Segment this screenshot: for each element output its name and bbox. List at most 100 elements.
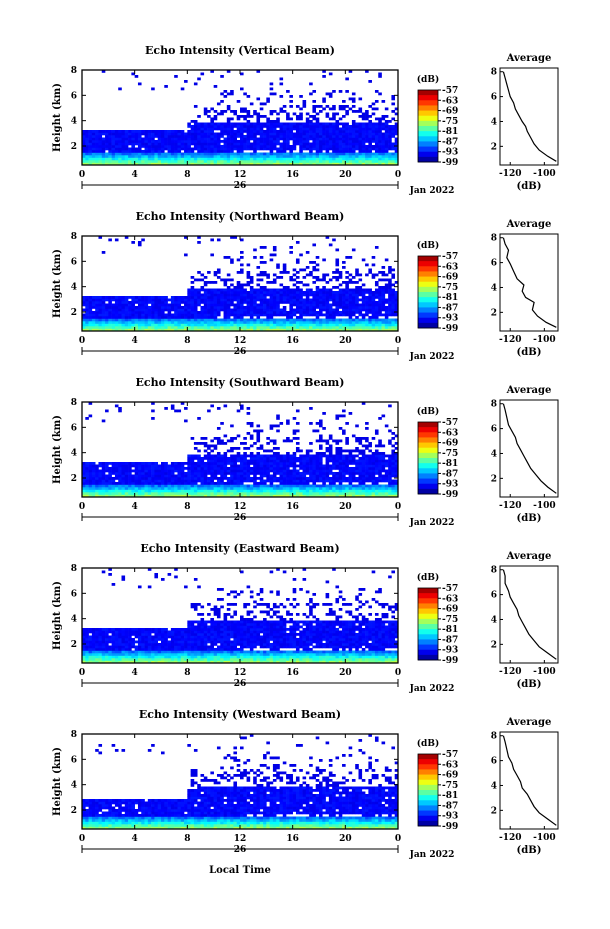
heatmap-cell: [279, 479, 284, 483]
heatmap-cell: [170, 130, 175, 133]
heatmap-cell: [286, 157, 290, 161]
heatmap-cell: [200, 142, 205, 146]
heatmap-cell: [164, 487, 168, 490]
heatmap-cell: [286, 160, 290, 163]
heatmap-cell: [365, 115, 369, 118]
heatmap-cell: [309, 459, 313, 463]
heatmap-cell: [216, 489, 221, 493]
heatmap-cell: [223, 472, 228, 475]
heatmap-cell: [184, 321, 188, 324]
heatmap-cell: [240, 157, 244, 161]
heatmap-cell: [355, 122, 359, 126]
heatmap-cell: [358, 162, 363, 166]
heatmap-cell: [312, 145, 317, 148]
heatmap-cell: [226, 321, 231, 324]
heatmap-cell: [82, 155, 86, 158]
heatmap-cell: [388, 155, 392, 158]
heatmap-cell: [174, 137, 178, 141]
heatmap-cell: [292, 492, 297, 495]
heatmap-cell: [161, 316, 165, 319]
heatmap-cell: [236, 457, 241, 460]
heatmap-cell: [292, 296, 297, 299]
heatmap-cell: [246, 155, 251, 158]
heatmap-cell: [101, 298, 106, 302]
heatmap-cell: [98, 162, 103, 166]
heatmap-cell: [147, 318, 152, 322]
heatmap-cell: [207, 306, 211, 309]
heatmap-cell: [309, 298, 313, 302]
heatmap-cell: [111, 152, 116, 156]
heatmap-cell: [193, 464, 198, 468]
heatmap-cell: [161, 152, 165, 156]
heatmap-cell: [355, 130, 359, 133]
heatmap-cell: [292, 301, 297, 304]
heatmap-cell: [167, 469, 172, 473]
heatmap-cell: [134, 472, 139, 475]
heatmap-cell: [381, 157, 386, 161]
heatmap-cell: [309, 137, 313, 141]
heatmap-cell: [302, 457, 307, 460]
heatmap-cell: [276, 454, 280, 458]
heatmap-cell: [335, 326, 340, 329]
heatmap-cell: [259, 273, 264, 277]
heatmap-cell: [256, 112, 261, 116]
heatmap-cell: [272, 311, 277, 314]
heatmap-cell: [118, 407, 122, 410]
heatmap-cell: [295, 261, 300, 264]
heatmap-cell: [266, 276, 270, 279]
heatmap-cell: [388, 288, 392, 292]
heatmap-cell: [309, 288, 313, 292]
heatmap-cell: [289, 487, 293, 490]
heatmap-cell: [164, 157, 168, 161]
heatmap-cell: [203, 484, 208, 488]
day-label: 26: [234, 347, 247, 357]
heatmap-cell: [305, 469, 310, 473]
heatmap-cell: [187, 293, 191, 297]
heatmap-cell: [295, 130, 300, 133]
heatmap-cell: [253, 489, 257, 493]
heatmap-cell: [368, 162, 372, 166]
heatmap-cell: [111, 306, 116, 309]
heatmap-cell: [226, 306, 231, 309]
heatmap-cell: [184, 298, 188, 302]
heatmap-cell: [240, 454, 244, 458]
heatmap-cell: [276, 120, 280, 123]
heatmap-cell: [302, 135, 307, 138]
heatmap-cell: [388, 308, 392, 312]
heatmap-cell: [223, 308, 228, 312]
heatmap-cell: [240, 306, 244, 309]
heatmap-cell: [131, 313, 135, 317]
heatmap-cell: [190, 472, 195, 475]
heatmap-cell: [378, 298, 382, 302]
heatmap-cell: [220, 467, 224, 470]
heatmap-cell: [220, 303, 224, 307]
heatmap-cell: [391, 326, 396, 329]
heatmap-cell: [338, 291, 343, 294]
heatmap-cell: [351, 323, 356, 327]
heatmap-cell: [325, 130, 330, 133]
heatmap-cell: [108, 311, 112, 314]
heatmap-cell: [226, 278, 231, 282]
heatmap-cell: [190, 140, 195, 143]
heatmap-cell: [289, 150, 293, 153]
heatmap-cell: [286, 288, 290, 292]
heatmap-cell: [147, 472, 152, 475]
heatmap-cell: [309, 454, 313, 458]
heatmap-cell: [378, 278, 382, 282]
heatmap-cell: [190, 467, 195, 470]
heatmap-cell: [381, 288, 386, 292]
heatmap-cell: [328, 484, 333, 488]
heatmap-cell: [207, 125, 211, 128]
heatmap-cell: [276, 318, 280, 322]
heatmap-cell: [338, 447, 343, 450]
heatmap-cell: [378, 301, 382, 304]
heatmap-cell: [269, 293, 274, 297]
heatmap-cell: [365, 301, 369, 304]
heatmap-cell: [141, 472, 145, 475]
heatmap-cell: [351, 132, 356, 136]
heatmap-cell: [309, 326, 313, 329]
heatmap-cell: [381, 318, 386, 322]
heatmap-cell: [177, 328, 182, 332]
heatmap-cell: [345, 77, 349, 81]
heatmap-cell: [88, 482, 93, 485]
